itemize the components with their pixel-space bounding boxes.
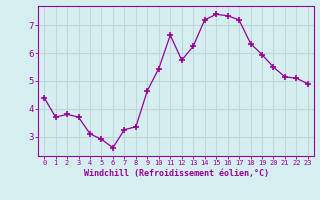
X-axis label: Windchill (Refroidissement éolien,°C): Windchill (Refroidissement éolien,°C) — [84, 169, 268, 178]
